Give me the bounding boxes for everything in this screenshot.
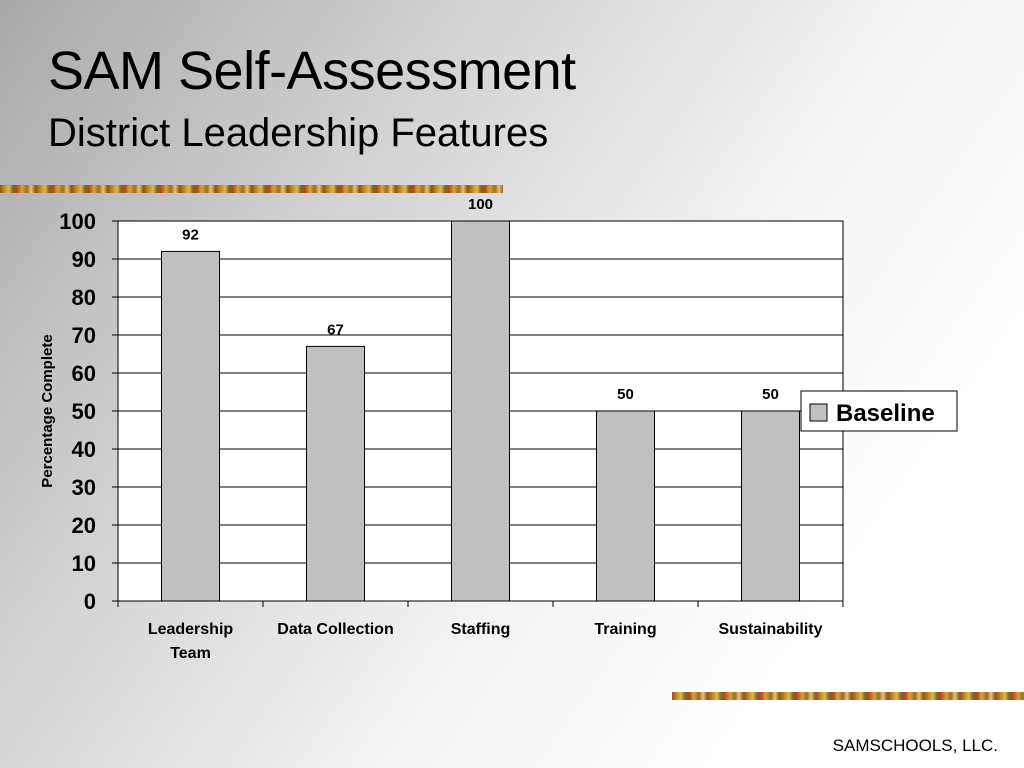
y-tick-label: 30: [72, 475, 96, 500]
x-tick-label: Sustainability: [718, 621, 822, 638]
data-label: 67: [327, 321, 344, 338]
y-tick-label: 70: [72, 323, 96, 348]
decorative-rule-bottom: [672, 692, 1024, 700]
legend-swatch: [809, 403, 828, 422]
y-tick-label: 10: [72, 551, 96, 576]
y-tick-label: 90: [72, 247, 96, 272]
bar-chart: 0 10 20 30 40 50 60 70 80 90 100 Percentage Complet…: [39, 196, 958, 662]
data-label: 50: [762, 386, 779, 403]
y-tick-label: 80: [72, 285, 96, 310]
data-label: 92: [182, 226, 199, 243]
x-tick-label: Leadership: [148, 621, 234, 638]
bar: [161, 250, 220, 602]
y-tick-label: 40: [72, 437, 96, 462]
y-axis-label: Percentage Complete: [39, 334, 56, 487]
x-tick-label: Team: [170, 645, 211, 662]
bar: [306, 345, 365, 602]
data-label: 50: [617, 386, 634, 403]
x-tick-label: Staffing: [451, 621, 511, 638]
y-tick-label: 60: [72, 361, 96, 386]
decorative-rule-top: [0, 185, 503, 193]
bar: [451, 220, 510, 602]
data-label: 100: [468, 196, 493, 213]
y-tick-label: 50: [72, 399, 96, 424]
x-tick-label: Data Collection: [277, 621, 393, 638]
bar: [741, 410, 800, 602]
y-tick-label: 20: [72, 513, 96, 538]
slide-title: SAM Self-Assessment: [48, 41, 576, 101]
y-tick-label: 100: [59, 209, 96, 234]
legend-label: Baseline: [836, 400, 935, 427]
slide-subtitle: District Leadership Features: [48, 111, 549, 155]
bar: [596, 410, 655, 602]
footer-company: SAMSCHOOLS, LLC.: [832, 736, 998, 755]
x-tick-label: Training: [594, 621, 656, 638]
y-tick-label: 0: [84, 589, 96, 614]
